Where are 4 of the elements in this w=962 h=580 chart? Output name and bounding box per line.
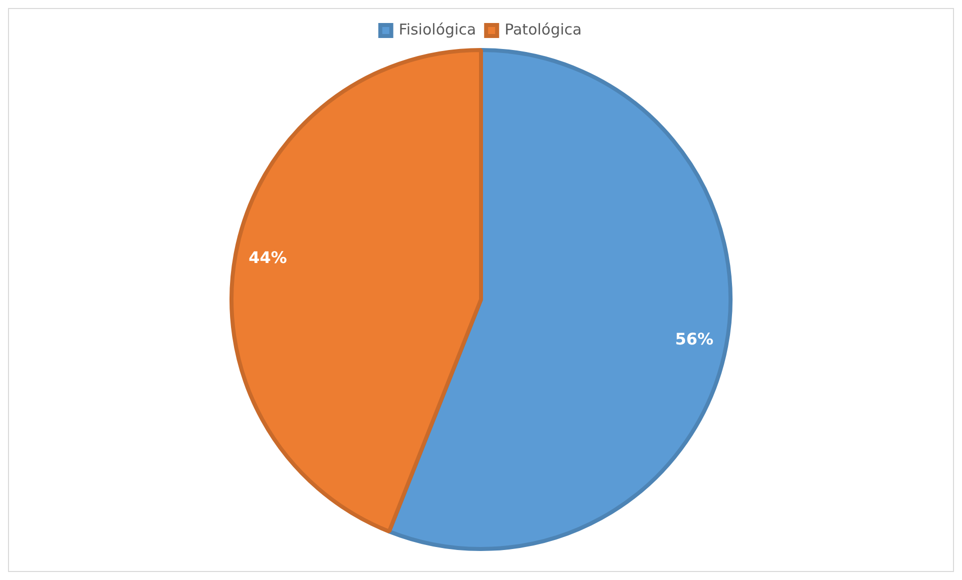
legend-label: Patológica — [504, 20, 582, 38]
data-label: 56% — [675, 329, 714, 348]
legend-label: Fisiológica — [398, 20, 476, 38]
data-label: 44% — [248, 248, 287, 267]
